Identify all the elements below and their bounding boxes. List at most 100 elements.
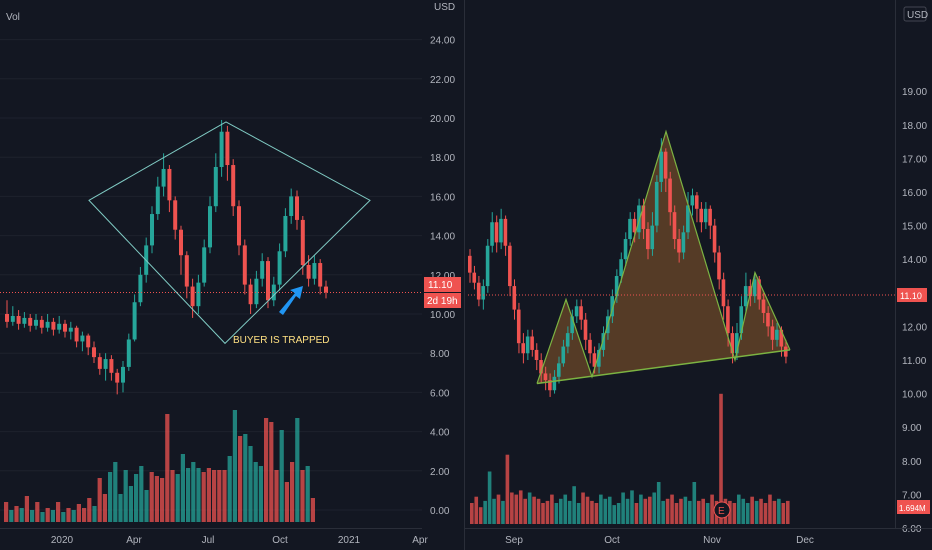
left-volume-bar — [186, 468, 191, 522]
left-volume-bar — [274, 470, 279, 522]
left-price-axis[interactable]: 24.00 22.00 20.00 18.00 16.00 14.00 12.00 10.00… — [430, 36, 455, 517]
left-volume-bar — [279, 430, 284, 522]
left-candle-body — [28, 317, 33, 326]
right-volume-bar — [505, 454, 510, 524]
right-time-axis[interactable]: Sep Oct Nov Dec — [465, 528, 932, 547]
left-candle-body — [103, 359, 108, 369]
right-price-tag: 11.10 — [897, 288, 927, 302]
right-candle-body — [650, 225, 655, 250]
right-candle-body — [494, 222, 499, 243]
left-y-tick: 22.00 — [430, 75, 455, 86]
right-volume-bar — [536, 498, 541, 524]
left-candle-body — [306, 265, 311, 279]
left-x-tick: 2021 — [338, 535, 361, 546]
left-volume-bar — [217, 470, 222, 522]
left-volume-bar — [76, 504, 81, 522]
left-candle-body — [237, 206, 241, 246]
right-volume-bar — [483, 500, 487, 524]
svg-text:1.694M: 1.694M — [899, 504, 926, 513]
right-volume-bars — [470, 393, 790, 524]
left-candle-body — [248, 284, 253, 305]
left-y-tick: 24.00 — [430, 36, 455, 47]
left-candle-body — [161, 168, 166, 187]
right-y-tick: 14.00 — [902, 255, 927, 266]
left-candle-body — [34, 319, 38, 326]
left-volume-bar — [232, 410, 237, 522]
left-volume-bar — [300, 470, 305, 522]
right-price-axis[interactable]: 19.0018.0017.0016.0015.0014.0013.0012.00… — [902, 87, 927, 535]
right-candle-body — [530, 336, 534, 350]
left-candle-body — [213, 167, 218, 207]
left-candle-body — [45, 321, 50, 328]
right-volume-bar — [576, 503, 581, 524]
right-candle-body — [601, 333, 606, 350]
left-candle-body — [150, 214, 154, 246]
right-candle-body — [632, 218, 637, 233]
neckline[interactable] — [536, 349, 791, 385]
arrow-icon[interactable] — [279, 286, 303, 315]
right-candle-body — [748, 286, 752, 297]
right-volume-bar — [652, 492, 657, 524]
right-candle-body — [761, 299, 766, 313]
left-currency-label: USD — [434, 2, 455, 13]
left-candle-body — [97, 357, 102, 369]
left-candle-body — [283, 216, 288, 252]
right-candle-body — [739, 306, 744, 334]
left-volume-bar — [196, 468, 201, 522]
right-volume-bar — [705, 503, 710, 524]
right-candle-body — [588, 339, 592, 354]
right-volume-bar — [656, 482, 661, 524]
harmonic-pattern-lines[interactable] — [536, 129, 791, 384]
left-y-tick: 14.00 — [430, 232, 455, 243]
left-volume-bar — [180, 454, 185, 522]
left-candle-body — [225, 131, 230, 166]
left-volume-bar — [264, 418, 269, 522]
right-candle-body — [552, 376, 557, 391]
buyer-trapped-annotation[interactable]: BUYER IS TRAPPED — [233, 335, 330, 346]
right-volume-bar — [661, 500, 665, 524]
left-volume-bar — [45, 508, 50, 522]
right-volume-bar — [487, 471, 492, 524]
right-volume-bar — [559, 498, 563, 524]
right-y-tick: 6.00 — [902, 524, 922, 535]
svg-text:11.10: 11.10 — [428, 280, 453, 291]
right-candle-body — [565, 333, 570, 347]
left-candle-body — [324, 286, 328, 293]
right-candle-body — [579, 306, 583, 320]
left-y-tick: 18.00 — [430, 153, 455, 164]
right-volume-bar — [545, 500, 550, 524]
right-volume-bar — [745, 503, 750, 524]
right-volume-bar — [639, 494, 643, 524]
right-volume-bar — [478, 507, 483, 524]
right-candle-body — [583, 319, 588, 340]
right-candle-body — [485, 245, 490, 287]
earnings-marker[interactable]: E — [713, 501, 731, 519]
right-candle-body — [481, 286, 485, 300]
left-time-axis[interactable]: 2020 Apr Jul Oct 2021 Apr — [0, 528, 428, 547]
right-volume-bar — [621, 492, 625, 524]
right-volume-bar — [514, 494, 519, 524]
left-candle-body — [173, 200, 178, 230]
right-chart-panel[interactable]: E USD 19.0018.0017.0016.0015.0014.0013.0… — [465, 0, 932, 546]
right-candle-body — [525, 336, 530, 354]
left-volume-bar — [4, 502, 9, 522]
left-chart-panel[interactable]: BUYER IS TRAPPED Vol USD 24.00 22.00 20.00… — [0, 2, 461, 546]
right-volume-bar — [648, 496, 652, 524]
right-candle-body — [637, 205, 641, 233]
right-candle-body — [570, 316, 574, 334]
right-y-tick: 15.00 — [902, 222, 927, 233]
right-candle-body — [779, 329, 784, 347]
right-candle-body — [654, 181, 659, 226]
right-candle-body — [548, 380, 552, 391]
left-candle-body — [132, 302, 137, 340]
right-volume-bar — [585, 496, 590, 524]
right-candle-body — [597, 349, 601, 367]
left-volume-bar — [35, 502, 40, 522]
right-y-tick: 11.00 — [902, 356, 927, 367]
left-volume-bar — [201, 472, 206, 522]
left-candle-body — [266, 261, 270, 301]
diamond-pattern[interactable] — [88, 121, 371, 345]
left-candle-body — [68, 327, 73, 332]
left-volume-bar — [30, 510, 35, 522]
